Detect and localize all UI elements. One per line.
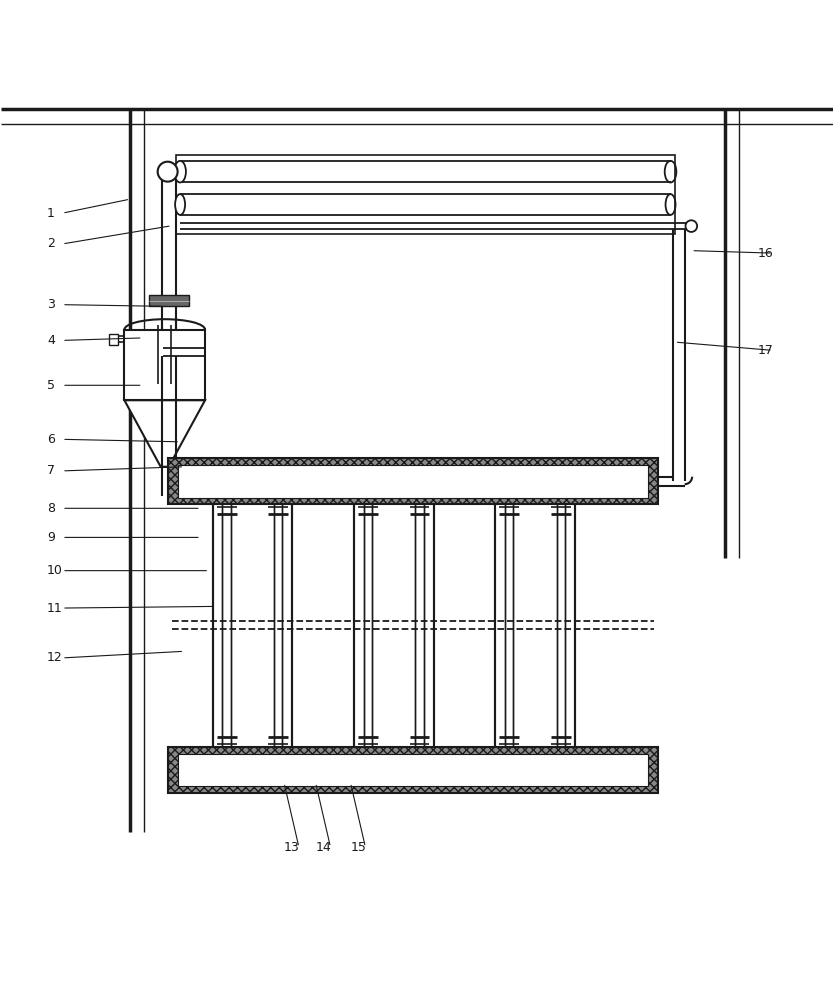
Bar <box>178 465 648 498</box>
Text: 5: 5 <box>47 379 55 392</box>
Bar <box>178 754 648 786</box>
Bar <box>176 155 675 234</box>
Circle shape <box>158 162 178 182</box>
Bar <box>354 504 434 747</box>
Ellipse shape <box>174 161 186 182</box>
Text: 16: 16 <box>758 247 774 260</box>
Text: 7: 7 <box>47 464 55 477</box>
Text: 2: 2 <box>47 237 55 250</box>
Text: 10: 10 <box>47 564 63 577</box>
Bar <box>149 295 189 306</box>
Text: 15: 15 <box>350 841 366 854</box>
Text: 8: 8 <box>47 502 55 515</box>
Bar <box>109 334 118 345</box>
Text: 14: 14 <box>315 841 331 854</box>
Bar <box>213 504 292 747</box>
Text: 4: 4 <box>47 334 55 347</box>
Text: 6: 6 <box>47 433 55 446</box>
Ellipse shape <box>175 194 185 215</box>
Bar <box>168 747 658 793</box>
Text: 13: 13 <box>284 841 299 854</box>
Text: 3: 3 <box>47 298 55 311</box>
Text: 11: 11 <box>47 602 63 615</box>
Text: 9: 9 <box>47 531 55 544</box>
Text: 17: 17 <box>758 344 774 357</box>
Polygon shape <box>124 400 205 467</box>
Bar <box>168 458 658 504</box>
Text: 1: 1 <box>47 207 55 220</box>
Text: 12: 12 <box>47 651 63 664</box>
Bar <box>124 330 205 400</box>
Bar <box>495 504 575 747</box>
Circle shape <box>686 220 697 232</box>
